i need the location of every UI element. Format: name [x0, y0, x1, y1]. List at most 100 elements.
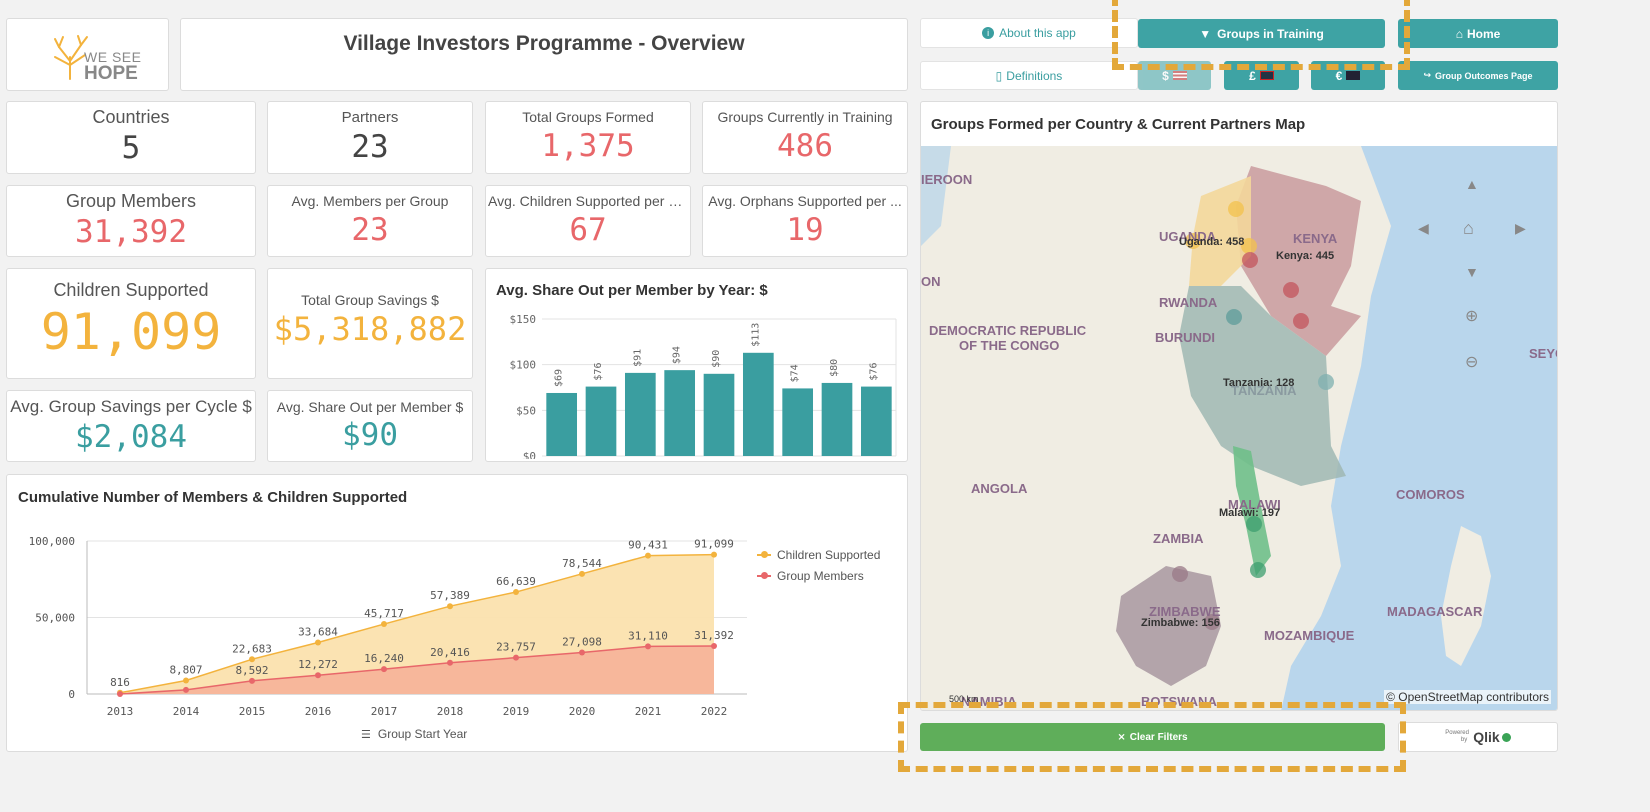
eu-flag-icon [1346, 71, 1361, 80]
series-area [120, 645, 714, 694]
data-label: 816 [110, 676, 130, 689]
x-tick-label: 2017 [371, 705, 398, 718]
currency-gbp-button[interactable]: £ [1224, 61, 1299, 90]
cumulative-area-chart: 0 50,000 100,000 2013 2014 2015 2016 2017 2018 20… [29, 535, 747, 718]
x-tick-label: 2015 [239, 705, 266, 718]
map-label-seychelles: SEYC [1529, 346, 1558, 361]
map-label-zimbabwe-country: ZIMBABWE [1149, 604, 1221, 619]
kpi-value: $90 [342, 417, 398, 453]
currency-usd-label: $ [1162, 68, 1169, 83]
kpi-label: Group Members [65, 191, 197, 211]
kpi-label: Countries [92, 107, 170, 127]
bar [782, 388, 814, 456]
group-outcomes-label: Group Outcomes Page [1435, 70, 1533, 81]
data-point [249, 677, 255, 684]
x-tick-label: 2019 [503, 705, 530, 718]
map-label-malawi-country: MALAWI [1228, 497, 1281, 512]
data-label: 78,544 [562, 557, 602, 570]
data-label: 45,717 [364, 607, 404, 620]
data-point [513, 654, 519, 661]
data-label: 20,416 [430, 646, 470, 659]
clear-filters-button[interactable]: ⨯ Clear Filters [920, 723, 1385, 751]
kpi-value: 91,099 [40, 303, 222, 361]
data-point [711, 551, 717, 558]
data-point [579, 570, 585, 577]
clear-filter-icon: ⨯ [1117, 731, 1126, 743]
legend-item-children[interactable]: Children Supported [757, 548, 880, 562]
powered-by-label: Powered by [1445, 730, 1469, 743]
qlik-badge[interactable]: Powered by Qlik [1398, 722, 1558, 752]
data-point [183, 686, 189, 693]
pan-left-icon[interactable]: ◀ [1418, 220, 1429, 236]
data-label: 27,098 [562, 636, 602, 649]
share-icon: ↪ [1423, 70, 1431, 80]
map-label-uganda: Uganda: 458 [1179, 236, 1244, 248]
series-line [119, 553, 715, 694]
kpi-value: 1,375 [541, 128, 635, 164]
x-tick-label: 2022 [701, 705, 728, 718]
data-label: 91,099 [694, 538, 734, 551]
home-button[interactable]: ⌂ Home [1398, 19, 1558, 48]
kpi-label: Total Groups Formed [522, 109, 654, 125]
pan-up-icon[interactable]: ▲ [1465, 176, 1479, 192]
definitions-button[interactable]: ▯ Definitions [920, 61, 1138, 90]
kpi-label: Total Group Savings $ [301, 292, 439, 308]
groups-training-label: Groups in Training [1217, 26, 1324, 41]
cumulative-chart-title: Cumulative Number of Members & Children … [18, 489, 408, 506]
definitions-label: Definitions [1006, 68, 1063, 83]
kpi-label: Avg. Members per Group [291, 193, 449, 209]
data-label: 31,392 [694, 629, 734, 642]
data-label: 90,431 [628, 539, 668, 552]
zoom-out-icon[interactable]: ⊖ [1465, 354, 1479, 371]
info-icon: i [982, 27, 995, 39]
kpi-total-savings: Total Group Savings $ $5,318,882 [267, 268, 473, 379]
currency-eur-button[interactable]: € [1311, 61, 1385, 90]
map-label-tanzania-country: TANZANIA [1231, 383, 1297, 398]
pan-right-icon[interactable]: ▶ [1515, 220, 1526, 236]
kpi-groups-training: Groups Currently in Training 486 [702, 101, 908, 174]
shareout-bar-chart: $0 $50 $100 $150 $69 $76 $91 $94 $90 $113 $74 $80 $7… [510, 313, 897, 459]
data-point [315, 672, 321, 679]
bar [860, 386, 892, 456]
currency-usd-button[interactable]: $ [1138, 61, 1211, 90]
about-button[interactable]: i About this app [920, 18, 1138, 48]
kpi-value: $5,318,882 [273, 310, 467, 348]
data-point [381, 666, 387, 673]
x-axis-title[interactable]: ☰ Group Start Year [361, 727, 467, 741]
kpi-value: 67 [569, 212, 607, 248]
kpi-label: Groups Currently in Training [717, 109, 893, 125]
kpi-value: 23 [351, 129, 389, 165]
kpi-children-supported: Children Supported 91,099 [6, 268, 256, 379]
sort-icon: ☰ [361, 728, 371, 741]
data-point [645, 643, 651, 650]
map-label-cameroon: IEROON [921, 172, 972, 187]
legend-label: Children Supported [777, 548, 881, 562]
legend-label: Group Members [777, 569, 864, 583]
map-label-tanzania: Tanzania: 128 [1223, 377, 1294, 389]
data-point [447, 603, 453, 610]
qlik-dot-icon [1501, 732, 1511, 742]
data-label: 12,272 [298, 658, 338, 671]
data-label: 8,807 [169, 664, 202, 677]
map-canvas[interactable]: IEROON ON UGANDA Uganda: 458 KENYA Kenya… [921, 146, 1558, 711]
data-point [645, 552, 651, 559]
data-point [249, 656, 255, 663]
legend-item-members[interactable]: Group Members [757, 569, 880, 583]
bar [742, 352, 774, 456]
filter-icon: ▼ [1199, 26, 1212, 41]
pan-down-icon[interactable]: ▼ [1465, 264, 1479, 280]
map-title: Groups Formed per Country & Current Part… [931, 116, 1306, 133]
kpi-avg-savings-cycle: Avg. Group Savings per Cycle $ $2,084 [6, 390, 256, 462]
cumulative-chart-card: Cumulative Number of Members & Children … [6, 474, 908, 752]
zoom-in-icon[interactable]: ⊕ [1465, 308, 1479, 325]
shareout-chart-title: Avg. Share Out per Member by Year: $ [496, 282, 768, 299]
legend-marker-icon [757, 572, 771, 579]
map-attribution[interactable]: © OpenStreetMap contributors [1384, 690, 1551, 704]
kpi-label: Avg. Children Supported per G... [488, 193, 690, 209]
map-label-rwanda: RWANDA [1159, 295, 1218, 310]
map-home-icon[interactable]: ⌂ [1463, 218, 1474, 238]
group-outcomes-button[interactable]: ↪ Group Outcomes Page [1398, 61, 1558, 90]
kpi-countries: Countries 5 [6, 101, 256, 174]
groups-training-button[interactable]: ▼ Groups in Training [1138, 19, 1385, 48]
bar-value-label: $90 [711, 350, 722, 368]
